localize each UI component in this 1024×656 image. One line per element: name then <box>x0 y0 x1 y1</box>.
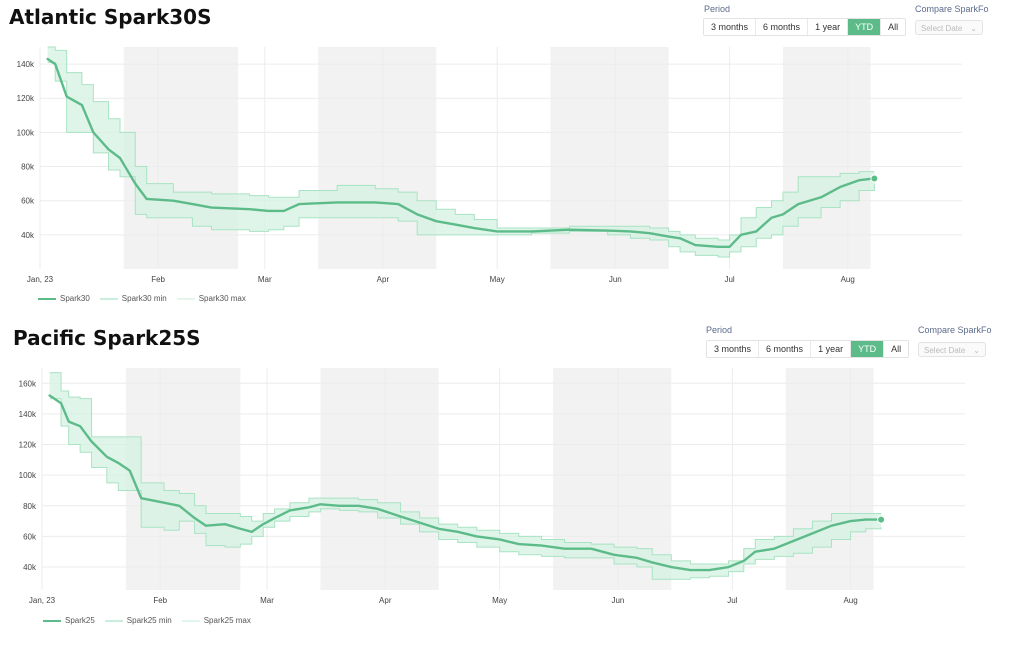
period-button-all[interactable]: All <box>881 19 906 35</box>
period-button-group: 3 months 6 months 1 year YTD All <box>706 340 910 358</box>
x-tick-label: Jul <box>724 275 734 284</box>
series-max-line <box>47 46 875 241</box>
x-tick-label: Apr <box>377 275 390 284</box>
y-tick-label: 140k <box>17 60 35 69</box>
legend-swatch-min <box>99 297 118 300</box>
x-tick-label: Mar <box>260 596 274 605</box>
shaded-period <box>125 368 241 590</box>
period-button-3-months[interactable]: 3 months <box>704 19 757 35</box>
y-tick-label: 120k <box>17 94 35 103</box>
legend-swatch-main <box>43 619 61 622</box>
x-tick-label: May <box>490 275 505 284</box>
legend-swatch-max <box>181 619 200 622</box>
compare-label: Compare SparkFo <box>918 325 992 335</box>
x-tick-label: Feb <box>153 596 167 605</box>
legend-label-max: Spark30 max <box>198 294 246 303</box>
x-tick-label: Aug <box>841 275 855 284</box>
legend-item-main[interactable]: Spark25 <box>43 616 95 625</box>
legend-label-main: Spark25 <box>65 616 95 625</box>
x-tick-label: Jun <box>609 275 622 284</box>
period-button-ytd[interactable]: YTD <box>848 19 882 35</box>
date-select-placeholder: Select Date <box>924 346 966 355</box>
period-button-ytd[interactable]: YTD <box>851 341 885 357</box>
pacific-chart: 40k 60k 80k 100k 120k 140k 160k Jan, 23 Feb Mar Ap… <box>19 368 965 605</box>
x-tick-label: Jan, 23 <box>29 596 56 605</box>
period-button-3-months[interactable]: 3 months <box>707 341 760 357</box>
x-tick-label: Feb <box>151 275 165 284</box>
x-tick-label: Jun <box>611 596 624 605</box>
legend-swatch-main <box>38 297 56 300</box>
series-main-line <box>48 394 883 572</box>
shaded-period <box>782 47 871 269</box>
legend-label-main: Spark30 <box>60 294 90 303</box>
shaded-period <box>320 368 439 590</box>
atlantic-chart: 40k 60k 80k 100k 120k 140k Jan, 23 Feb Mar Apr May… <box>17 46 962 284</box>
period-button-6-months[interactable]: 6 months <box>759 341 812 357</box>
series-main-line <box>46 57 876 248</box>
x-tick-label: Jan, 23 <box>27 275 54 284</box>
x-tick-label: Mar <box>258 275 272 284</box>
chart-legend: Spark25 Spark25 min Spark25 max <box>43 616 261 625</box>
x-tick-label: Aug <box>843 596 857 605</box>
x-tick-label: Jul <box>727 596 737 605</box>
series-min-line <box>47 61 875 258</box>
chart-title: Atlantic Spark30S <box>9 5 212 29</box>
y-tick-label: 100k <box>17 128 35 137</box>
legend-swatch-min <box>104 619 123 622</box>
shaded-period <box>123 47 239 269</box>
legend-item-min[interactable]: Spark25 min <box>104 616 172 625</box>
atlantic-panel: Atlantic Spark30S Period Compare SparkFo… <box>9 4 989 303</box>
series-min-line <box>49 398 882 580</box>
period-button-1-year[interactable]: 1 year <box>808 19 849 35</box>
y-tick-label: 40k <box>21 231 35 240</box>
date-select-placeholder: Select Date <box>921 24 963 33</box>
y-tick-label: 160k <box>19 379 37 388</box>
y-tick-label: 80k <box>23 502 37 511</box>
last-point-marker[interactable] <box>870 174 879 183</box>
compare-date-select[interactable]: Select Date ⌄ <box>918 342 986 357</box>
series-max-line <box>49 372 882 565</box>
compare-date-select[interactable]: Select Date ⌄ <box>915 20 983 35</box>
y-tick-label: 80k <box>21 163 35 172</box>
legend-item-main[interactable]: Spark30 <box>38 294 90 303</box>
legend-label-min: Spark30 min <box>121 294 167 303</box>
chart-title: Pacific Spark25S <box>13 326 201 350</box>
compare-label: Compare SparkFo <box>915 4 989 14</box>
legend-item-max[interactable]: Spark25 max <box>181 616 251 625</box>
x-tick-label: Apr <box>379 596 392 605</box>
chevron-down-icon: ⌄ <box>973 346 980 355</box>
y-tick-label: 120k <box>19 441 37 450</box>
period-button-6-months[interactable]: 6 months <box>756 19 809 35</box>
y-tick-label: 140k <box>19 410 37 419</box>
min-max-band <box>47 47 875 258</box>
x-tick-label: May <box>492 596 507 605</box>
y-tick-label: 100k <box>19 471 37 480</box>
legend-item-min[interactable]: Spark30 min <box>99 294 167 303</box>
y-tick-label: 40k <box>23 563 37 572</box>
period-button-group: 3 months 6 months 1 year YTD All <box>703 18 907 36</box>
legend-label-max: Spark25 max <box>203 616 251 625</box>
y-tick-label: 60k <box>23 532 37 541</box>
legend-swatch-max <box>176 297 195 300</box>
chevron-down-icon: ⌄ <box>970 24 977 33</box>
last-point-marker[interactable] <box>877 515 886 524</box>
shaded-period <box>785 368 874 590</box>
legend-label-min: Spark25 min <box>126 616 172 625</box>
legend-item-max[interactable]: Spark30 max <box>176 294 246 303</box>
period-label: Period <box>706 325 733 335</box>
pacific-panel: Pacific Spark25S Period Compare SparkFo … <box>0 322 1024 656</box>
period-label: Period <box>704 4 731 14</box>
y-tick-label: 60k <box>21 197 35 206</box>
period-button-1-year[interactable]: 1 year <box>811 341 852 357</box>
chart-legend: Spark30 Spark30 min Spark30 max <box>38 294 256 303</box>
period-button-all[interactable]: All <box>884 341 909 357</box>
shaded-period <box>318 47 437 269</box>
